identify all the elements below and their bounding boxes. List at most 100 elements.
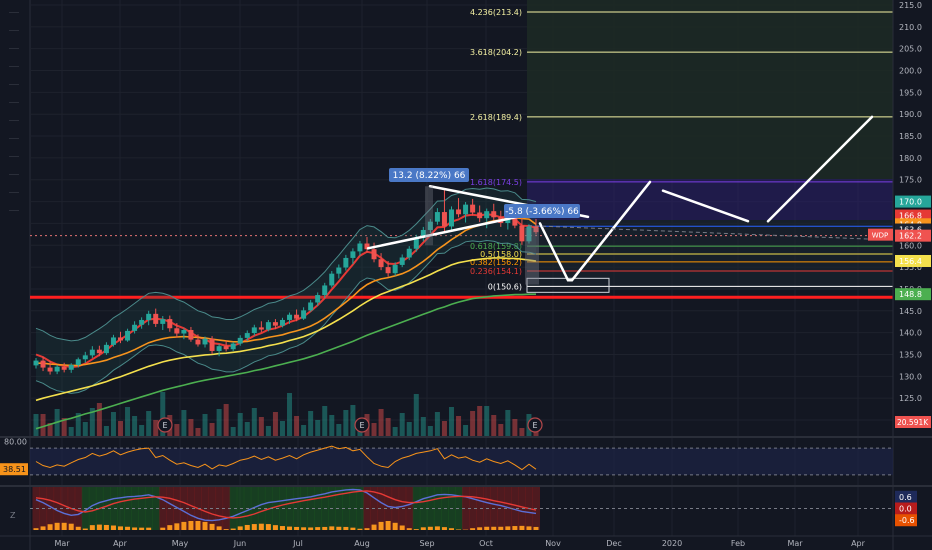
macd-line xyxy=(35,490,537,519)
candle-body xyxy=(33,360,39,366)
price-marker-label: 156.4 xyxy=(899,257,922,266)
volume-bar xyxy=(195,428,201,436)
macd-histogram-bar xyxy=(470,528,476,530)
candle-body xyxy=(294,314,300,319)
volume-bar xyxy=(40,414,46,436)
price-tick-label: 130.0 xyxy=(899,372,922,381)
price-tick-label: 190.0 xyxy=(899,110,922,119)
candle-body xyxy=(287,314,293,320)
candle-body xyxy=(301,310,307,319)
volume-bar xyxy=(350,405,356,436)
volume-bar xyxy=(237,413,243,436)
price-tick-label: 215.0 xyxy=(899,1,922,10)
volume-bar xyxy=(512,419,518,436)
macd-histogram-bar xyxy=(505,526,511,530)
price-axis: 215.0 210.0 205.0 200.0 195.0 190.0 185.0 180.0… xyxy=(868,0,932,550)
price-tick-label: 195.0 xyxy=(899,88,922,97)
macd-histogram-bar xyxy=(315,527,321,530)
time-axis-label: Apr xyxy=(113,539,128,548)
volume-bar xyxy=(82,422,88,436)
macd-histogram-bar xyxy=(413,529,419,530)
zoom-button[interactable]: Z xyxy=(10,511,16,520)
earnings-icon[interactable] xyxy=(157,417,173,433)
earnings-icon[interactable] xyxy=(527,417,543,433)
macd-histogram-bar xyxy=(167,525,173,530)
candle-body xyxy=(209,338,215,351)
volume-bar xyxy=(456,416,462,436)
candle-body xyxy=(385,267,391,274)
price-tick-label: 180.0 xyxy=(899,154,922,163)
macd-histogram-bar xyxy=(343,526,349,530)
volume-bar xyxy=(441,421,447,436)
candle-body xyxy=(216,346,222,351)
volume-bar xyxy=(301,425,307,436)
rsi-pane: 80.00 38.51 xyxy=(0,437,893,476)
volume-bar xyxy=(470,411,476,436)
toolbar-tick xyxy=(9,120,19,121)
toolbar-tick xyxy=(9,48,19,49)
candle-body xyxy=(160,319,166,324)
earnings-label: E xyxy=(532,421,537,430)
toolbar-tick xyxy=(9,12,19,13)
candle-body xyxy=(448,209,454,227)
price-tick-label: 160.0 xyxy=(899,241,922,250)
volume-bar xyxy=(61,418,67,436)
volume-bar xyxy=(505,410,511,436)
time-axis-label: Feb xyxy=(731,539,745,548)
volume-bar xyxy=(519,428,525,436)
price-tick-label: 200.0 xyxy=(899,67,922,76)
candle-body xyxy=(230,343,236,350)
volume-bar xyxy=(448,407,454,436)
macd-regime-bg xyxy=(314,487,322,530)
volume-bar xyxy=(378,409,384,436)
macd-histogram-bar xyxy=(202,521,208,530)
macd-histogram-bar xyxy=(336,526,342,530)
earnings-icon[interactable] xyxy=(354,417,370,433)
volume-bar xyxy=(174,424,180,436)
volume-bar xyxy=(463,425,469,436)
volume-bar xyxy=(68,427,74,436)
macd-histogram-bar xyxy=(456,529,462,530)
toolbar-tick xyxy=(9,138,19,139)
candle-body xyxy=(125,330,131,341)
macd-regime-bg xyxy=(229,487,238,530)
candle-body xyxy=(336,267,342,274)
candle-body xyxy=(512,215,518,226)
macd-histogram-bar xyxy=(230,528,236,530)
macd-regime-bg xyxy=(222,487,231,530)
rsi-axis-label: 80.00 xyxy=(4,437,27,446)
macd-histogram-bar xyxy=(420,527,426,530)
macd-histogram-bar xyxy=(526,526,532,530)
price-marker-label: 170.0 xyxy=(899,198,922,207)
price-tick-label: 140.0 xyxy=(899,329,922,338)
candle-body xyxy=(491,211,497,218)
candle-body xyxy=(441,212,447,227)
volume-bar xyxy=(322,406,328,436)
macd-pane: 0.6 0.0 -0.6 xyxy=(30,487,917,530)
price-tick-label: 145.0 xyxy=(899,307,922,316)
toolbar-tick xyxy=(9,174,19,175)
macd-regime-bg xyxy=(109,487,118,530)
time-axis-label: 2020 xyxy=(662,539,682,548)
macd-histogram-bar xyxy=(75,526,81,530)
macd-histogram-bar xyxy=(251,524,257,530)
volume-bar xyxy=(498,424,504,436)
macd-histogram-bar xyxy=(40,526,46,530)
price-marker-label: 162.2 xyxy=(899,232,922,241)
macd-histogram-bar xyxy=(160,527,166,530)
candle-body xyxy=(279,319,285,326)
projection-zone xyxy=(527,0,893,179)
candle-body xyxy=(470,204,476,213)
volume-bar xyxy=(125,407,131,436)
macd-regime-bg xyxy=(511,487,519,530)
price-marker-label: 166.8 xyxy=(899,212,922,221)
volume-bar xyxy=(315,420,321,436)
candle-body xyxy=(272,322,278,326)
macd-histogram-bar xyxy=(322,526,328,530)
volume-bar xyxy=(258,417,264,436)
fib-zone-lower xyxy=(527,220,893,290)
macd-histogram-bar xyxy=(47,524,53,530)
macd-regime-bg xyxy=(60,487,69,530)
candle-body xyxy=(357,243,363,252)
